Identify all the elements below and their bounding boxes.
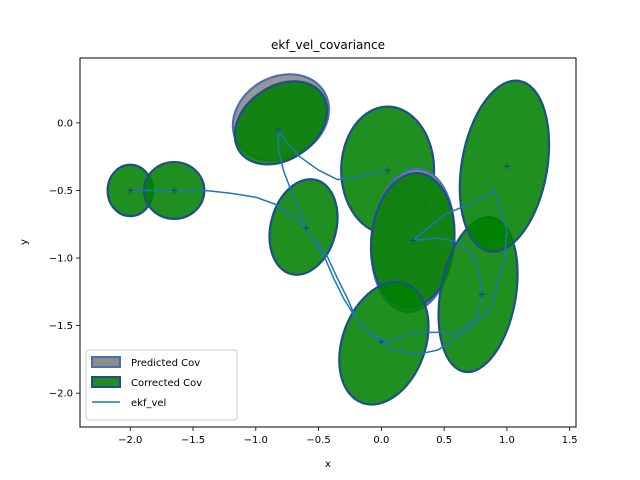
x-tick-label-1: −1.5 (181, 435, 205, 446)
series-line-ekf_vel (130, 128, 508, 354)
state-markers (127, 126, 510, 345)
covariance-ellipses (106, 73, 551, 406)
x-tick-label-5: 0.5 (436, 435, 452, 446)
axes-frame (79, 57, 577, 428)
legend-label-2: ekf_vel (131, 398, 166, 409)
legend-box (85, 349, 238, 421)
legend-items: Predicted Cov Corrected Cov ekf_vel (91, 356, 202, 409)
state-marker-4 (384, 167, 391, 174)
x-axis-ticks: −2.0 −1.5 −1.0 −0.5 0.0 0.5 1.0 1.5 (118, 427, 578, 446)
y-tick-label-0: 0.0 (57, 118, 73, 129)
y-tick-label-2: −1.0 (49, 254, 73, 265)
legend-label-0: Predicted Cov (131, 358, 200, 369)
y-tick-label-3: −1.5 (49, 321, 73, 332)
state-marker-8 (503, 163, 510, 170)
state-marker-3 (303, 225, 310, 232)
y-axis-label: y (19, 239, 30, 245)
state-marker-0 (127, 187, 134, 194)
state-marker-1 (171, 187, 178, 194)
state-marker-7 (478, 291, 485, 298)
x-tick-label-6: 1.0 (499, 435, 515, 446)
chart-title: ekf_vel_covariance (271, 38, 385, 52)
legend-swatch-0 (91, 356, 121, 368)
x-tick-label-0: −2.0 (118, 435, 142, 446)
y-tick-label-1: −0.5 (49, 186, 73, 197)
legend-label-1: Corrected Cov (131, 378, 202, 389)
legend-swatch-1 (91, 376, 121, 388)
corrected-cov-ellipse-3 (233, 80, 329, 166)
y-axis-ticks: 0.0 −0.5 −1.0 −1.5 −2.0 (49, 118, 80, 400)
ekf-vel-line-group (130, 128, 508, 354)
state-marker-2 (275, 126, 282, 133)
state-marker-5 (409, 237, 416, 244)
x-axis-label: x (325, 459, 331, 470)
x-tick-label-3: −0.5 (306, 435, 330, 446)
plot-area (79, 57, 577, 428)
x-tick-label-2: −1.0 (244, 435, 268, 446)
x-tick-label-4: 0.0 (373, 435, 389, 446)
state-marker-6 (378, 338, 385, 345)
x-tick-label-7: 1.5 (562, 435, 578, 446)
legend: Predicted Cov Corrected Cov ekf_vel (85, 349, 238, 421)
y-tick-label-4: −2.0 (49, 389, 73, 400)
